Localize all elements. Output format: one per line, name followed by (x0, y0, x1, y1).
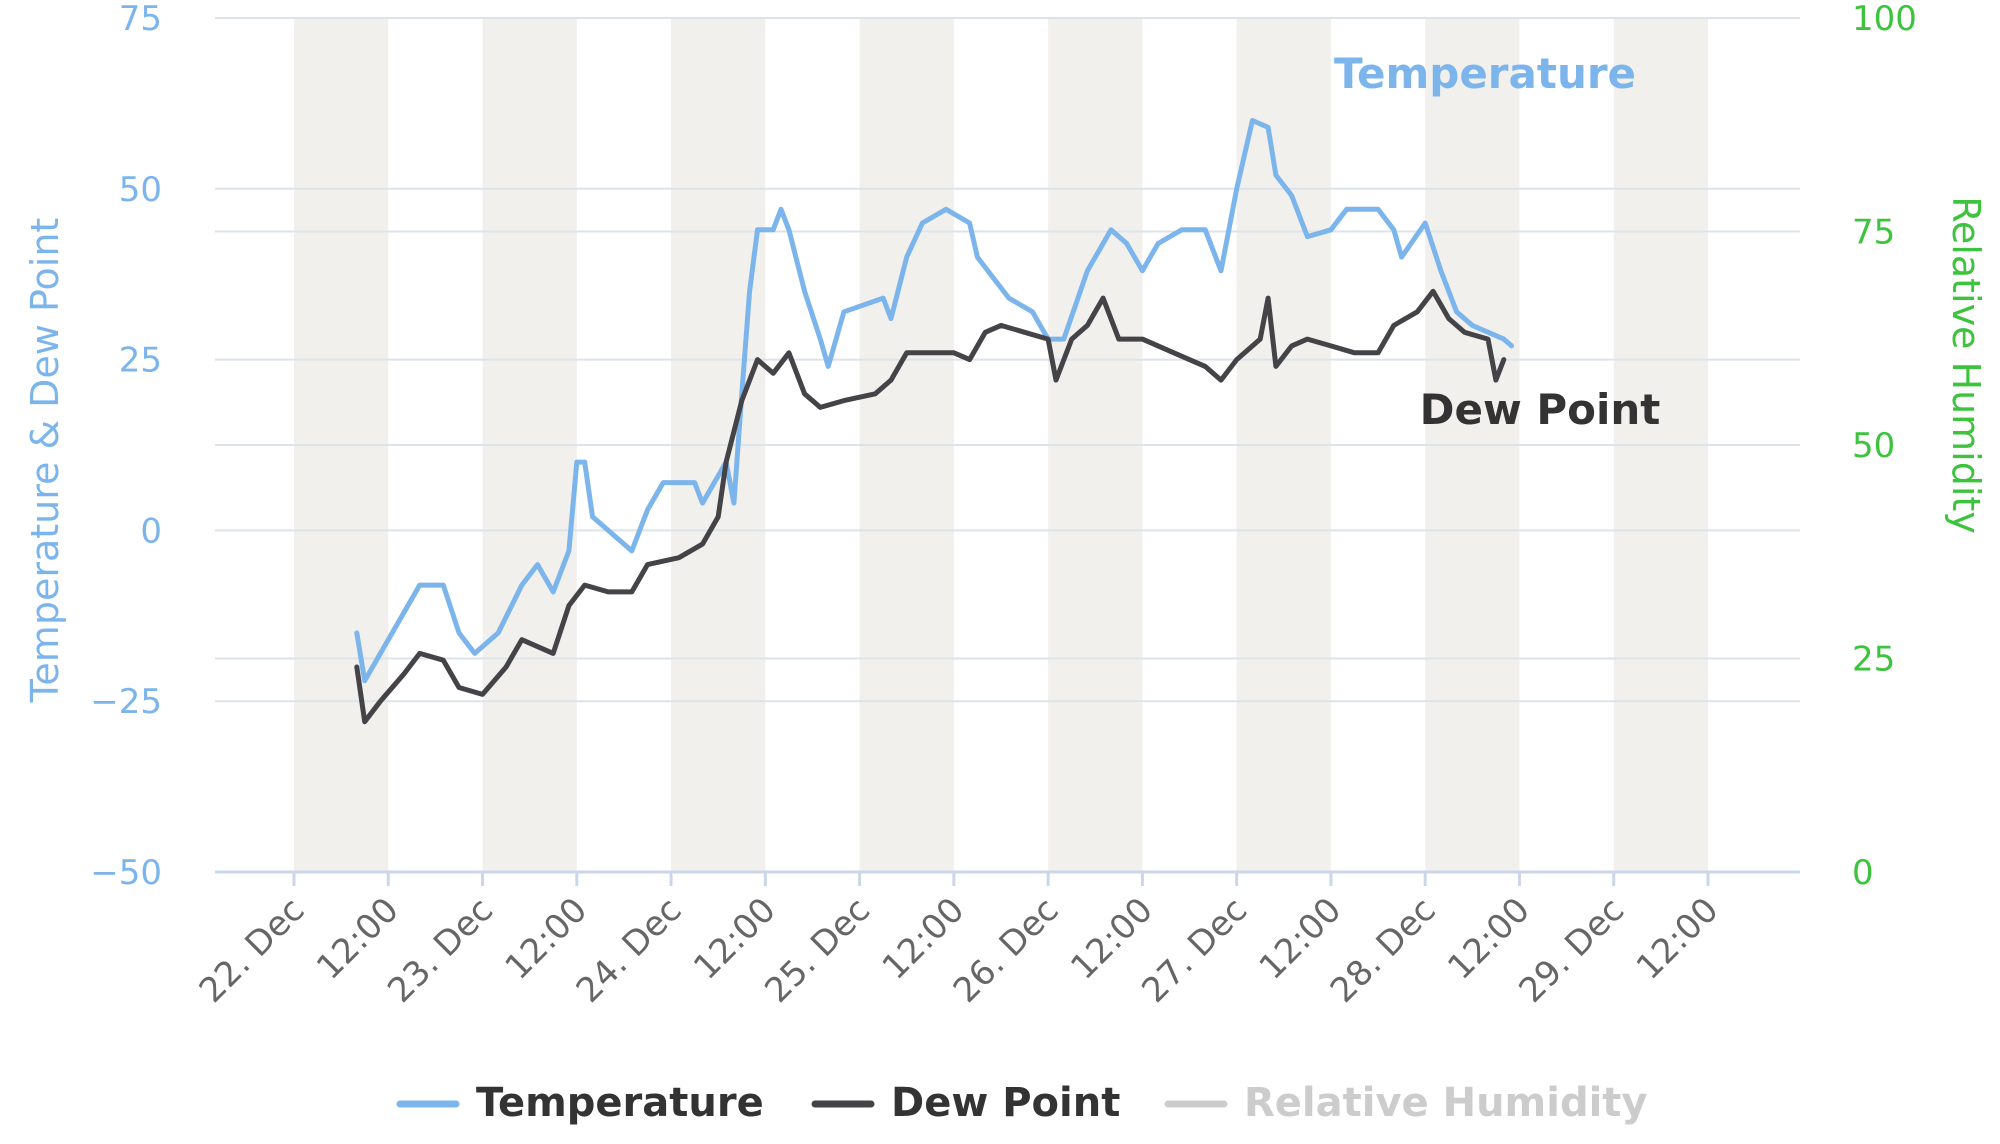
series-labels: Temperature Dew Point (1334, 49, 1660, 434)
y-right-tick-label: 25 (1852, 640, 1895, 680)
x-tick-label: 12:00 (1629, 890, 1727, 988)
y-left-tick-label: 75 (119, 0, 162, 39)
series-line-dew-point[interactable] (354, 288, 1507, 725)
x-tick-label: 26. Dec (946, 890, 1067, 1011)
series-layer (354, 118, 1515, 725)
y-right-tick-label: 50 (1852, 426, 1895, 466)
x-tick-label: 29. Dec (1511, 890, 1632, 1011)
y-left-tick-label: 0 (140, 511, 162, 551)
y-axis-right: 100 75 50 25 0 Relative Humidity (1852, 0, 1988, 893)
legend-label: Relative Humidity (1244, 1080, 1647, 1126)
x-tick-label: 23. Dec (380, 890, 501, 1011)
series-line-temperature[interactable] (354, 118, 1515, 684)
x-tick-label: 25. Dec (757, 890, 878, 1011)
x-tick-label: 27. Dec (1134, 890, 1255, 1011)
legend: Temperature Dew Point Relative Humidity (396, 1080, 1647, 1126)
y-right-title: Relative Humidity (1944, 196, 1988, 534)
legend-label: Dew Point (891, 1080, 1120, 1126)
y-right-tick-label: 75 (1852, 213, 1895, 253)
y-right-tick-label: 0 (1852, 853, 1874, 893)
y-left-tick-label: −50 (90, 853, 162, 893)
y-axis-left: 75 50 25 0 −25 −50 Temperature & Dew Point (23, 0, 162, 893)
x-tick-label: 24. Dec (569, 890, 690, 1011)
legend-item-temperature[interactable]: Temperature (396, 1080, 764, 1126)
y-left-tick-label: 25 (119, 341, 162, 381)
y-right-tick-label: 100 (1852, 0, 1917, 39)
legend-label: Temperature (476, 1080, 764, 1126)
series-label-dew-point: Dew Point (1420, 385, 1661, 434)
legend-item-relative-humidity[interactable]: Relative Humidity (1164, 1080, 1647, 1126)
x-tick-label: 22. Dec (192, 890, 313, 1011)
grid-lines (215, 17, 1800, 873)
y-left-tick-label: −25 (90, 682, 162, 722)
y-left-title: Temperature & Dew Point (23, 218, 67, 704)
x-tick-label: 28. Dec (1323, 890, 1444, 1011)
series-label-temperature: Temperature (1334, 49, 1636, 98)
y-left-tick-label: 50 (119, 170, 162, 210)
legend-item-dew-point[interactable]: Dew Point (811, 1080, 1120, 1126)
